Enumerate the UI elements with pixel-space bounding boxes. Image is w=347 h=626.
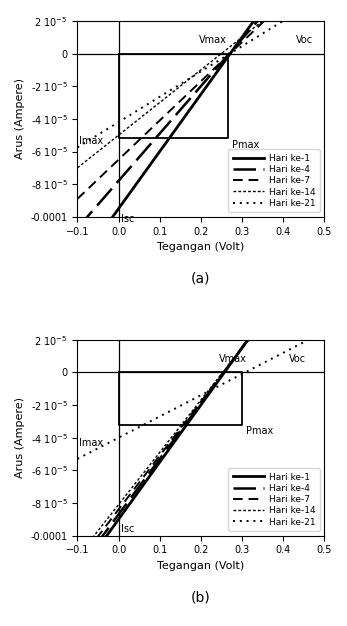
Text: Voc: Voc: [296, 36, 313, 46]
Legend: Hari ke-1, Hari ke-4, Hari ke-7, Hari ke-14, Hari ke-21: Hari ke-1, Hari ke-4, Hari ke-7, Hari ke…: [228, 149, 320, 212]
Text: (b): (b): [191, 590, 211, 605]
X-axis label: Tegangan (Volt): Tegangan (Volt): [157, 242, 245, 252]
Y-axis label: Arus (Ampere): Arus (Ampere): [15, 78, 25, 160]
Y-axis label: Arus (Ampere): Arus (Ampere): [15, 397, 25, 478]
X-axis label: Tegangan (Volt): Tegangan (Volt): [157, 561, 245, 571]
Text: Pmax: Pmax: [246, 426, 273, 436]
Text: Imax: Imax: [79, 136, 104, 146]
Text: Isc: Isc: [121, 524, 134, 534]
Text: Pmax: Pmax: [232, 140, 259, 150]
Legend: Hari ke-1, Hari ke-4, Hari ke-7, Hari ke-14, Hari ke-21: Hari ke-1, Hari ke-4, Hari ke-7, Hari ke…: [228, 468, 320, 531]
Text: Imax: Imax: [79, 438, 104, 448]
Text: Isc: Isc: [121, 213, 134, 223]
Text: Vmax: Vmax: [219, 354, 247, 364]
Text: Vmax: Vmax: [199, 36, 227, 46]
Text: (a): (a): [191, 272, 211, 285]
Text: Voc: Voc: [289, 354, 306, 364]
